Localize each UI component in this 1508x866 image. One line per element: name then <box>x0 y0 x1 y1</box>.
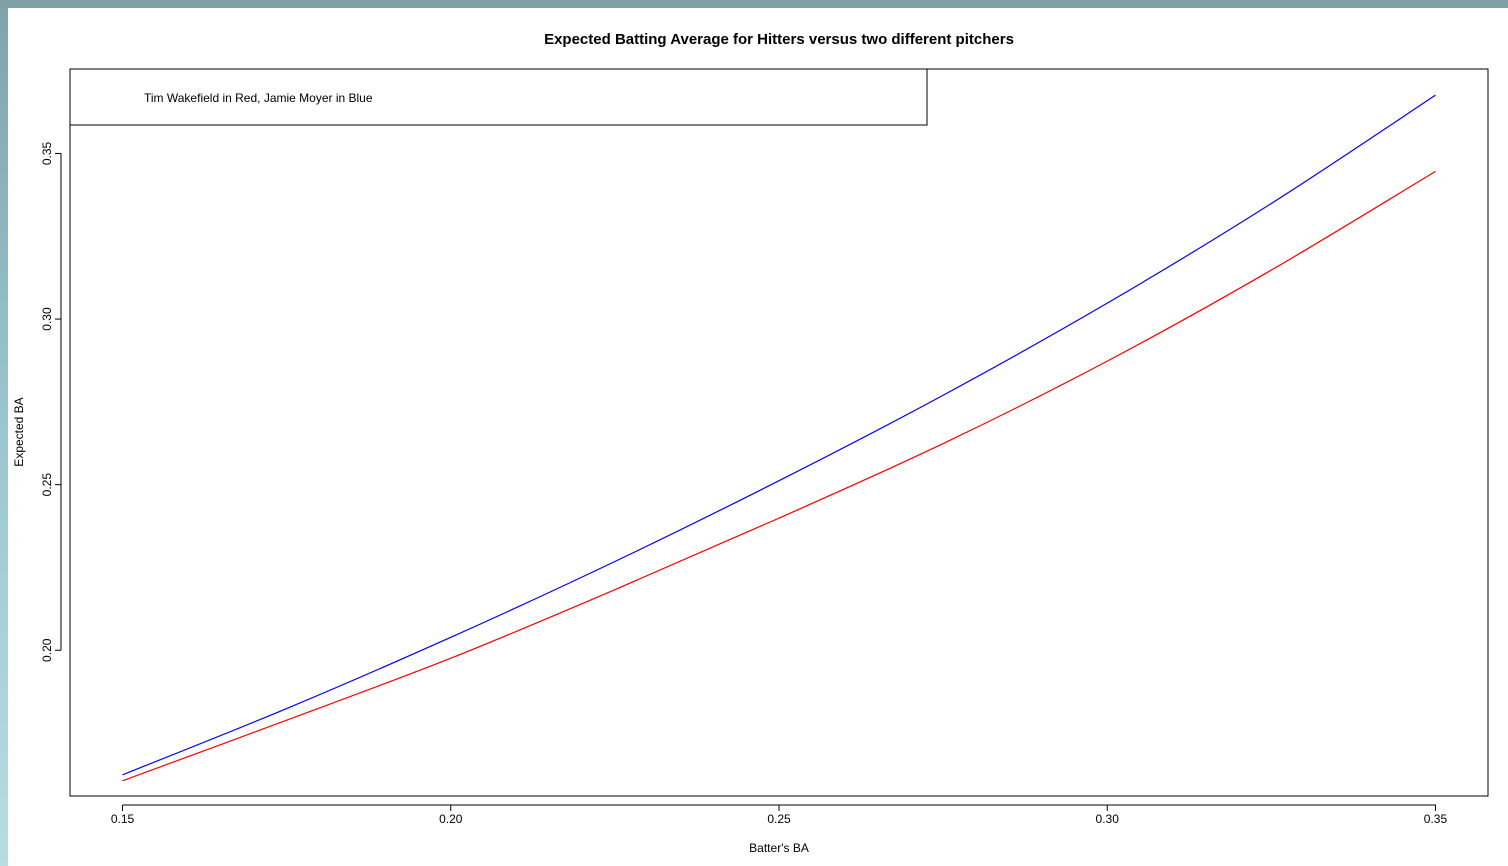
x-tick-label: 0.15 <box>111 812 135 826</box>
y-tick-label: 0.35 <box>40 141 54 165</box>
plot-area-border <box>69 68 1489 797</box>
series-layer <box>122 94 1436 782</box>
legend-box <box>69 68 928 126</box>
plot-window: Expected Batting Average for Hitters ver… <box>8 8 1508 866</box>
y-axis: 0.20 0.25 0.30 0.35 Expected BA <box>12 141 62 662</box>
red-series-line <box>122 170 1436 782</box>
x-axis: 0.15 0.20 0.25 0.30 0.35 Batter's BA <box>111 804 1448 855</box>
y-ticks: 0.20 0.25 0.30 0.35 <box>40 141 61 662</box>
x-tick-label: 0.35 <box>1424 812 1448 826</box>
legend: Tim Wakefield in Red, Jamie Moyer in Blu… <box>69 68 928 126</box>
y-tick-label: 0.30 <box>40 307 54 331</box>
blue-series-line <box>122 94 1436 776</box>
legend-text: Tim Wakefield in Red, Jamie Moyer in Blu… <box>144 91 373 105</box>
x-tick-label: 0.30 <box>1096 812 1120 826</box>
y-axis-label: Expected BA <box>12 397 26 466</box>
line-chart: Expected Batting Average for Hitters ver… <box>12 31 1489 855</box>
y-tick-label: 0.25 <box>40 473 54 497</box>
x-tick-label: 0.20 <box>439 812 463 826</box>
window-frame-top <box>0 0 1508 8</box>
y-tick-label: 0.20 <box>40 638 54 662</box>
x-tick-label: 0.25 <box>767 812 791 826</box>
x-ticks: 0.15 0.20 0.25 0.30 0.35 <box>111 805 1448 826</box>
chart-title: Expected Batting Average for Hitters ver… <box>544 31 1014 48</box>
x-axis-label: Batter's BA <box>749 841 809 855</box>
